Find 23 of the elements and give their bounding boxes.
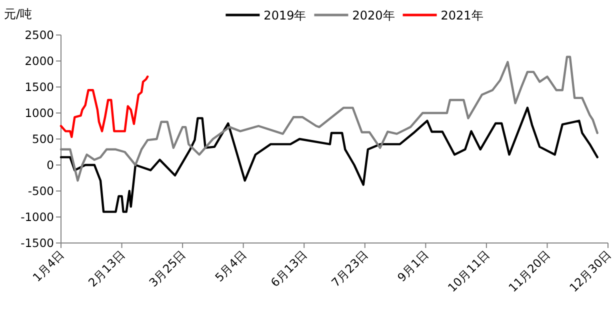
y-tick-label: 1500 [24, 80, 54, 94]
x-tick-label: 11月20日 [506, 247, 554, 295]
y-tick-label: -1500 [20, 236, 54, 250]
y-tick-label: -1000 [20, 210, 54, 224]
y-tick-label: 2000 [24, 54, 54, 68]
x-tick-label: 5月4日 [212, 247, 250, 284]
x-tick-label: 2月13日 [86, 247, 128, 290]
y-tick-label: 0 [46, 158, 54, 172]
x-tick-label: 7月23日 [328, 247, 372, 290]
x-tick-label: 1月4日 [30, 247, 68, 284]
x-tick-label: 6月13日 [268, 247, 310, 290]
legend-label: 2019年 [264, 8, 306, 22]
x-tick-label: 12月30日 [566, 247, 614, 295]
y-tick-label: 1000 [24, 106, 54, 120]
x-tick-label: 10月11日 [444, 247, 493, 295]
legend-label: 2020年 [352, 8, 395, 22]
y-tick-label: -500 [28, 184, 54, 198]
legend-label: 2021年 [440, 8, 484, 22]
x-tick-label: 3月25日 [146, 247, 189, 290]
y-axis-title: 元/吨 [4, 7, 32, 21]
y-tick-label: 2500 [24, 28, 54, 42]
y-tick-label: 500 [32, 132, 54, 146]
x-tick-label: 9月1日 [394, 247, 432, 284]
